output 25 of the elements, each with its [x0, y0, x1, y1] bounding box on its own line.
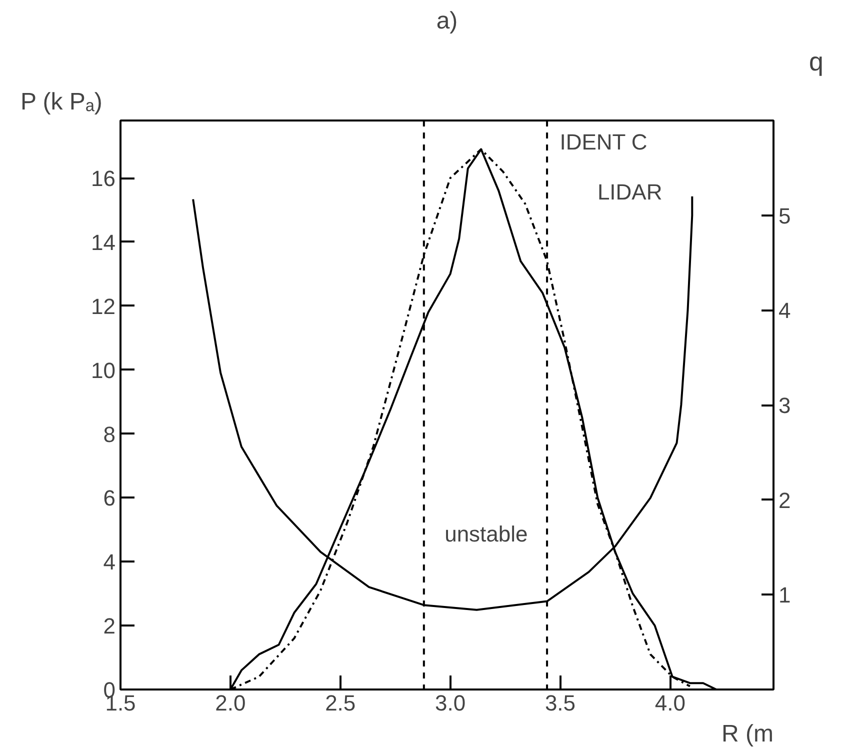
x-axis-title: R (m [722, 720, 774, 748]
y-tick-label: 2 [103, 614, 116, 639]
chart-title: a) [436, 8, 458, 34]
y2-axis-title: q [809, 46, 824, 76]
y2-tick-label: 1 [778, 582, 791, 608]
y-axis-title: P (k Pₐ) [20, 88, 102, 116]
x-tick-label: 3.5 [544, 690, 576, 716]
annotation: LIDAR [597, 179, 662, 204]
y-tick-label: 4 [103, 550, 116, 575]
annotation: unstable [444, 522, 528, 546]
y2-tick-label: 3 [778, 393, 791, 418]
y-tick-label: 16 [91, 166, 116, 192]
annotation: IDENT C [560, 130, 648, 155]
y2-tick-label: 2 [778, 488, 791, 513]
x-tick-label: 2.0 [215, 690, 246, 716]
y2-tick-label: 5 [778, 203, 791, 228]
x-tick-label: 3.0 [435, 690, 466, 716]
y2-tick-label: 4 [778, 298, 791, 324]
x-tick-label: 4.0 [654, 690, 686, 716]
y-tick-label: 12 [91, 294, 116, 319]
y-tick-label: 8 [103, 422, 116, 447]
y-tick-label: 14 [91, 230, 116, 255]
y-tick-label: 6 [103, 486, 116, 511]
x-tick-label: 2.5 [325, 690, 356, 716]
y-tick-label: 10 [91, 358, 116, 383]
